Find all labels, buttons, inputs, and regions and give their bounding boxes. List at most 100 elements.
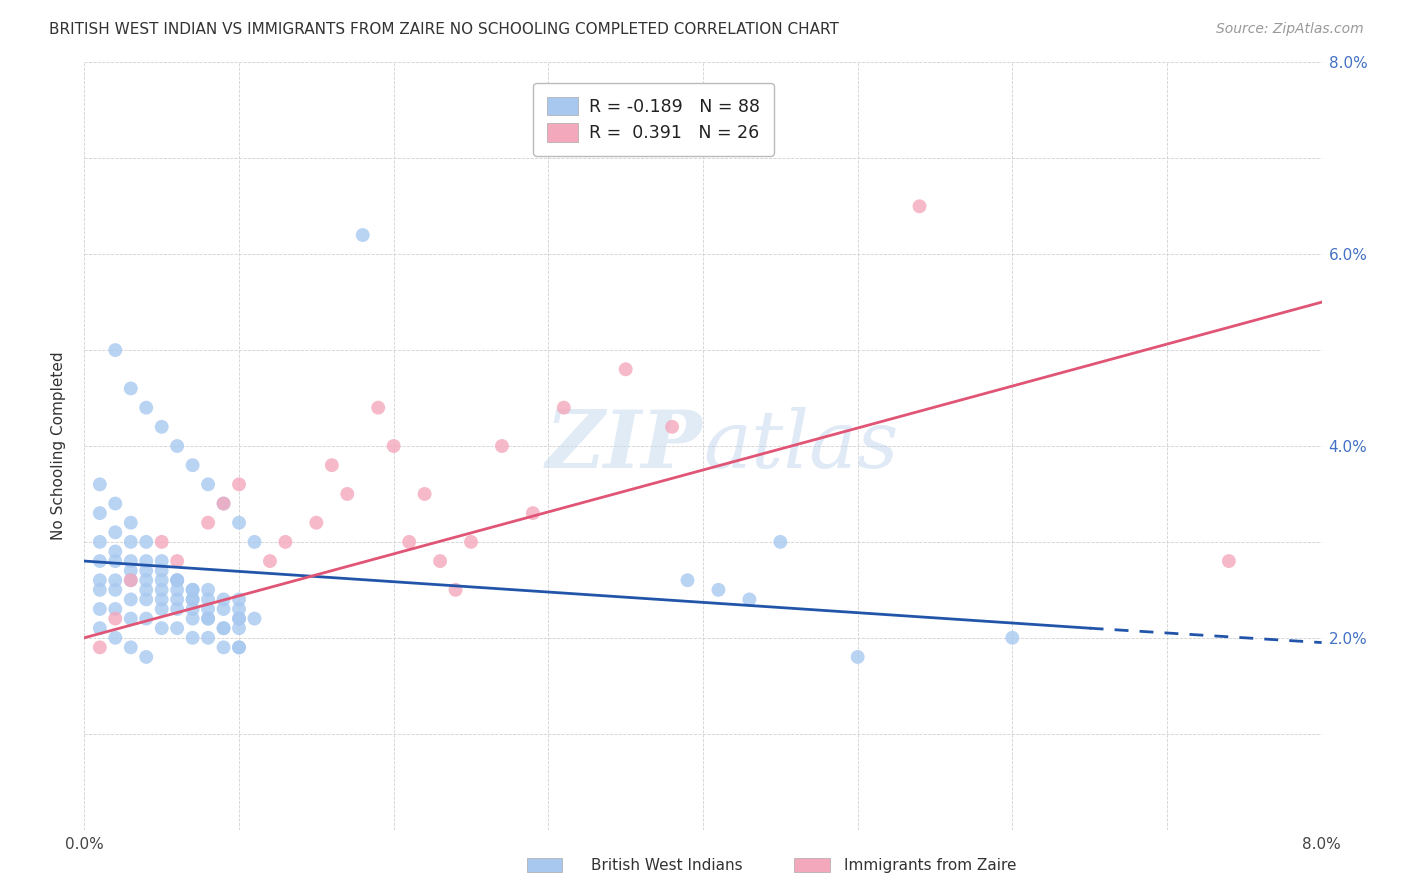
Point <box>181 582 204 597</box>
Point <box>197 582 219 597</box>
Point <box>197 477 219 491</box>
Point <box>738 592 761 607</box>
Point <box>181 458 204 473</box>
Point <box>166 554 188 568</box>
Point <box>104 631 127 645</box>
Point <box>614 362 637 376</box>
Point <box>150 535 173 549</box>
Point <box>228 612 250 626</box>
Point <box>104 612 127 626</box>
Point <box>707 582 730 597</box>
Point <box>150 573 173 587</box>
Point <box>181 631 204 645</box>
Point <box>228 621 250 635</box>
Point <box>846 649 869 664</box>
Point <box>212 621 235 635</box>
Point <box>166 602 188 616</box>
Point <box>166 439 188 453</box>
Point <box>166 621 188 635</box>
Point <box>104 343 127 357</box>
Y-axis label: No Schooling Completed: No Schooling Completed <box>51 351 66 541</box>
Point <box>120 640 142 655</box>
Point <box>460 535 482 549</box>
Point <box>89 506 111 520</box>
Point <box>120 573 142 587</box>
Point <box>197 612 219 626</box>
Point <box>522 506 544 520</box>
Point <box>676 573 699 587</box>
Point <box>228 612 250 626</box>
Point <box>166 573 188 587</box>
Point <box>135 564 157 578</box>
Point <box>321 458 343 473</box>
Point <box>367 401 389 415</box>
Text: BRITISH WEST INDIAN VS IMMIGRANTS FROM ZAIRE NO SCHOOLING COMPLETED CORRELATION : BRITISH WEST INDIAN VS IMMIGRANTS FROM Z… <box>49 22 839 37</box>
Point <box>150 621 173 635</box>
Point <box>135 535 157 549</box>
Point <box>228 602 250 616</box>
Point <box>104 602 127 616</box>
Point <box>181 582 204 597</box>
Point <box>259 554 281 568</box>
Point <box>212 621 235 635</box>
Text: ZIP: ZIP <box>546 408 703 484</box>
Point <box>197 602 219 616</box>
Point <box>166 573 188 587</box>
Point <box>769 535 792 549</box>
Point <box>104 573 127 587</box>
Text: Immigrants from Zaire: Immigrants from Zaire <box>844 858 1017 872</box>
Point <box>150 602 173 616</box>
Point <box>212 496 235 510</box>
Point <box>104 554 127 568</box>
Point <box>228 640 250 655</box>
Point <box>305 516 328 530</box>
Point <box>150 592 173 607</box>
Point <box>135 554 157 568</box>
Point <box>89 535 111 549</box>
Legend: R = -0.189   N = 88, R =  0.391   N = 26: R = -0.189 N = 88, R = 0.391 N = 26 <box>533 83 773 156</box>
Point <box>398 535 420 549</box>
Point <box>166 582 188 597</box>
Point <box>243 612 266 626</box>
Point <box>150 554 173 568</box>
Point <box>104 496 127 510</box>
Point <box>89 602 111 616</box>
Point <box>135 401 157 415</box>
Point <box>120 564 142 578</box>
Point <box>444 582 467 597</box>
Point <box>120 592 142 607</box>
Point <box>197 612 219 626</box>
Point <box>197 516 219 530</box>
Point <box>104 582 127 597</box>
Point <box>352 227 374 242</box>
Point <box>212 640 235 655</box>
Point <box>243 535 266 549</box>
Text: Source: ZipAtlas.com: Source: ZipAtlas.com <box>1216 22 1364 37</box>
Point <box>150 564 173 578</box>
Point <box>212 592 235 607</box>
Point <box>89 554 111 568</box>
Point <box>89 621 111 635</box>
Point <box>181 612 204 626</box>
Point <box>166 592 188 607</box>
Point <box>661 419 683 434</box>
Point <box>382 439 405 453</box>
Point <box>89 573 111 587</box>
Point <box>181 592 204 607</box>
Point <box>1001 631 1024 645</box>
Point <box>212 496 235 510</box>
Point <box>630 112 652 127</box>
Point <box>135 592 157 607</box>
Point <box>1218 554 1240 568</box>
Point <box>228 640 250 655</box>
Point <box>89 640 111 655</box>
Point <box>429 554 451 568</box>
Point <box>150 419 173 434</box>
Point <box>120 535 142 549</box>
Point <box>120 382 142 396</box>
Point <box>228 516 250 530</box>
Point <box>553 401 575 415</box>
Point <box>228 592 250 607</box>
Point <box>228 477 250 491</box>
Point <box>413 487 436 501</box>
